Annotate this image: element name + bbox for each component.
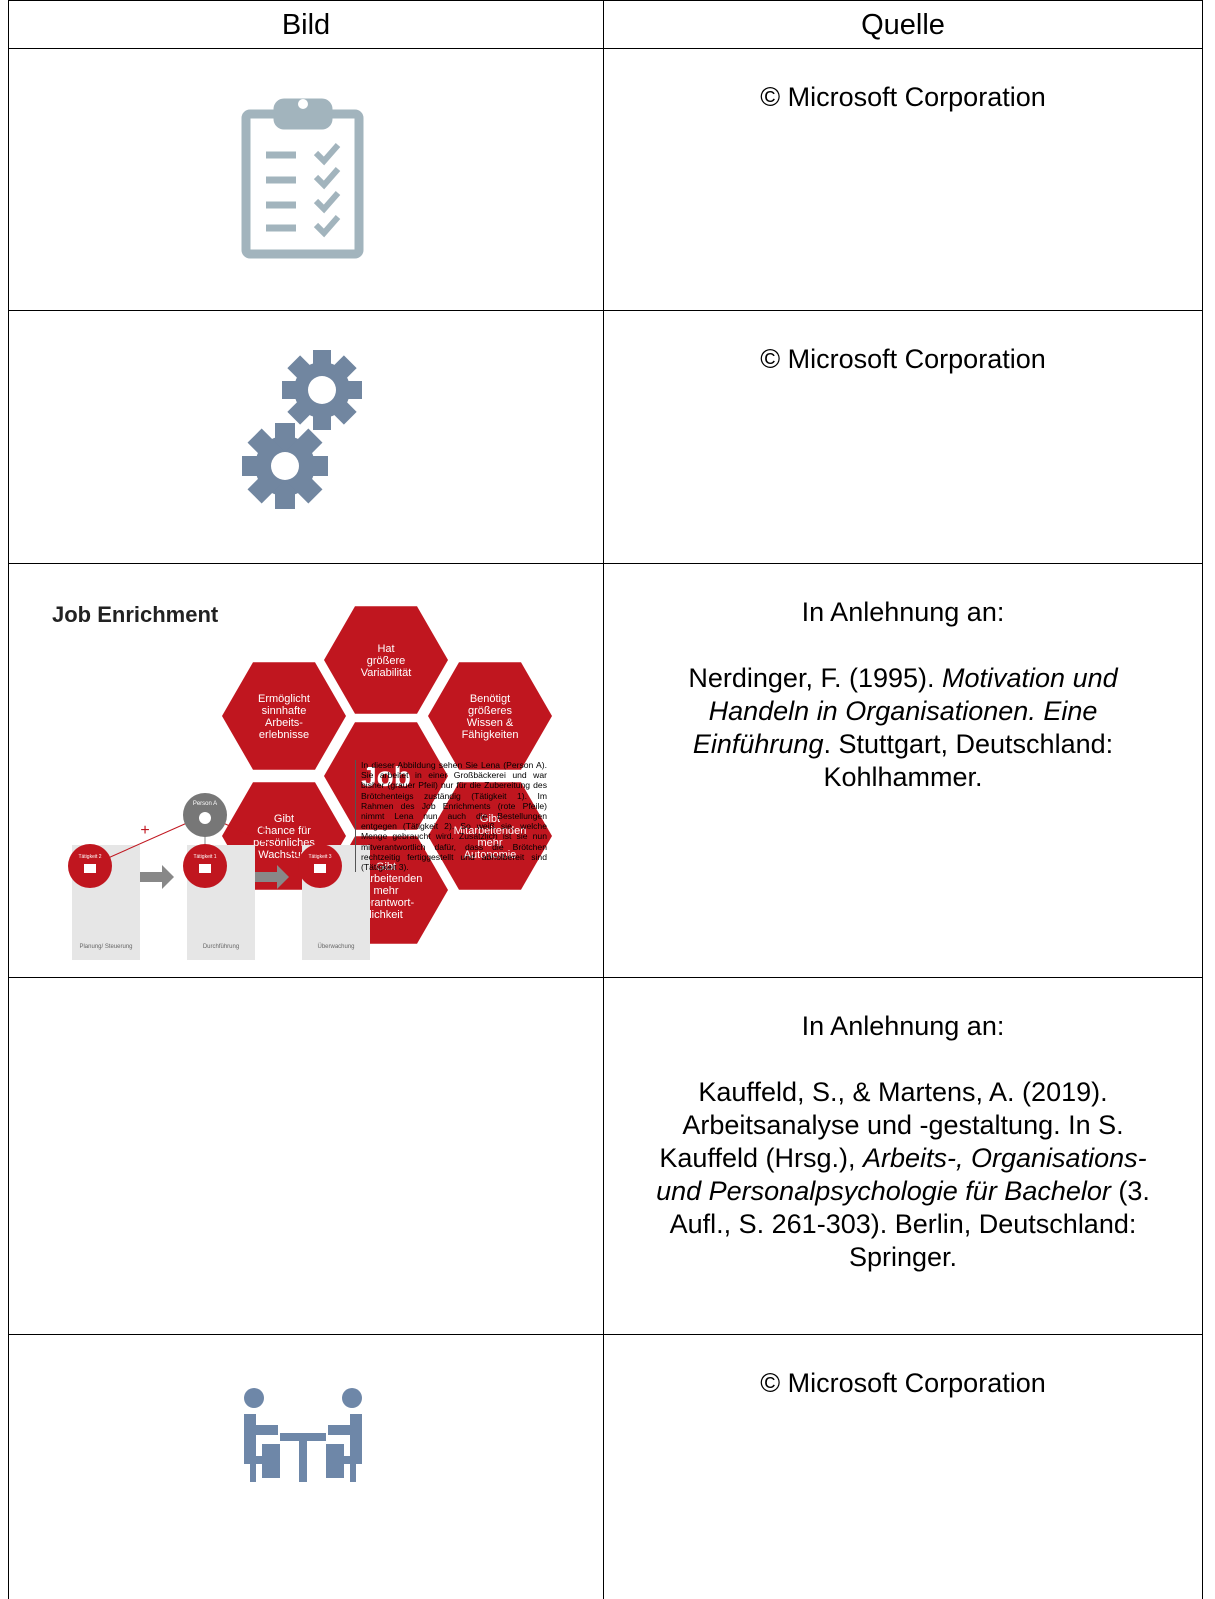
source-cell: In Anlehnung an: Kauffeld, S., & Martens,… [603,977,1203,1334]
source-paragraph: Kauffeld, S., & Martens, A. (2019). Arbe… [638,1076,1168,1274]
source-paragraph: © Microsoft Corporation [638,81,1168,114]
source-cell: © Microsoft Corporation [603,48,1203,310]
source-text: . Stuttgart, Deutschland: Kohlhammer. [823,729,1114,792]
image-cell [8,977,603,1334]
source-text: In Anlehnung an: [801,1011,1005,1041]
source-text: © Microsoft Corporation [760,82,1046,112]
source-text: (3. Aufl., S. 261-303). Berlin, Deutschl… [669,1176,1150,1272]
source-text: © Microsoft Corporation [760,1368,1046,1398]
header-text: Quelle [861,9,945,41]
source-text: In Anlehnung an: [801,597,1005,627]
source-cell: © Microsoft Corporation [603,310,1203,563]
header-cell: Bild [8,0,603,48]
source-text: Nerdinger, F. (1995). [688,663,943,693]
source-text: © Microsoft Corporation [760,344,1046,374]
source-text: Motivation und Handeln in Organisationen… [692,663,1118,759]
image-cell [8,48,603,310]
source-text: Kauffeld, S., & Martens, A. (2019). Arbe… [659,1077,1124,1173]
header-text: Bild [281,9,331,41]
header-cell: Quelle [603,0,1203,48]
source-paragraph: Nerdinger, F. (1995). Motivation und Han… [638,662,1168,794]
source-paragraph: In Anlehnung an: [638,596,1168,629]
image-cell [8,563,603,977]
image-cell [8,310,603,563]
description-text: In dieser Abbildung sehen Sie Lena (Pers… [355,760,547,873]
source-cell: In Anlehnung an: Nerdinger, F. (1995). Mo… [603,563,1203,977]
source-paragraph: In Anlehnung an: [638,1010,1168,1043]
source-paragraph: © Microsoft Corporation [638,1367,1168,1400]
source-text: Arbeits-, Organisations- und Personalpsy… [656,1143,1147,1206]
source-paragraph: © Microsoft Corporation [638,343,1168,376]
image-cell [8,1334,603,1599]
source-cell: © Microsoft Corporation [603,1334,1203,1599]
